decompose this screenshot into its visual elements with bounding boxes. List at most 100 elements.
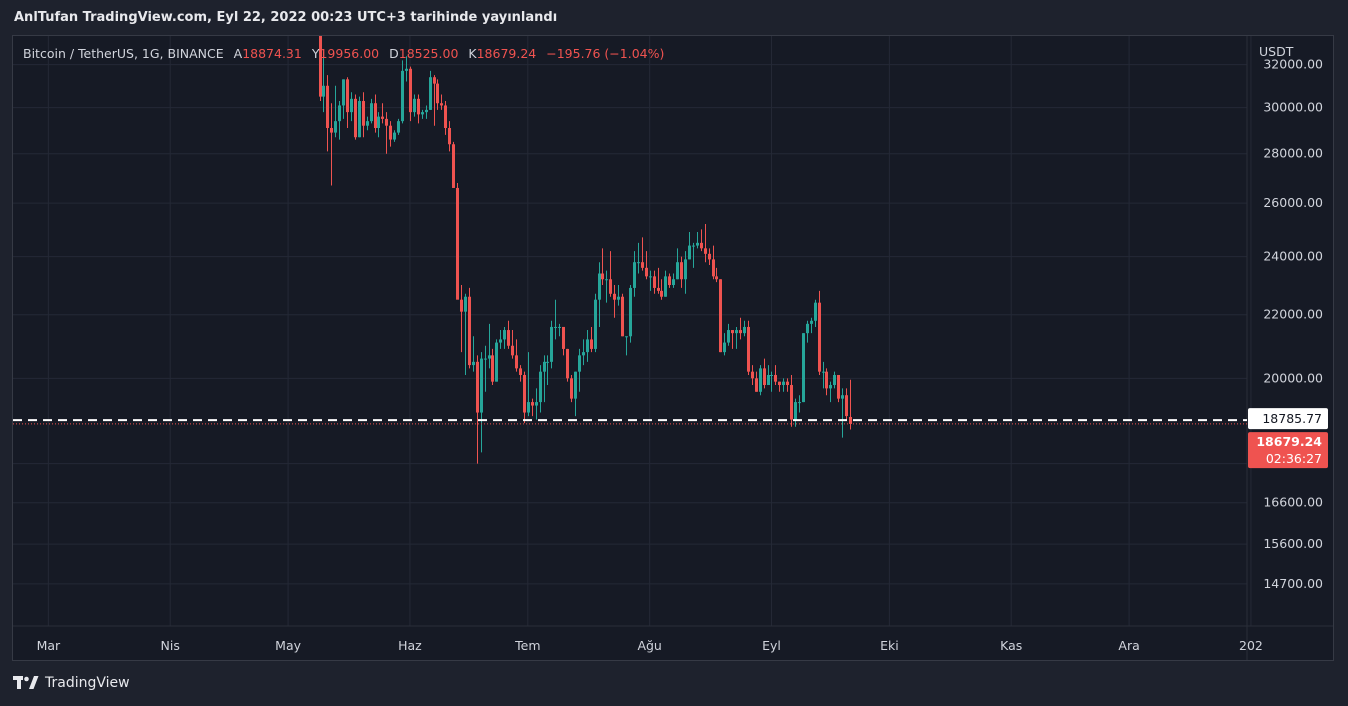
candle [433,75,436,126]
candle [637,242,640,274]
candle-body [531,402,534,406]
candle-body [460,299,463,312]
candle [319,36,322,102]
candle [326,75,329,152]
candlestick-chart[interactable]: 32000.00 30000.00 28000.00 26000.00 24000.00… [13,36,1333,660]
candle [511,330,514,359]
candle-body [550,326,553,362]
candle [739,317,742,340]
time-axis[interactable]: Mar Nis May Haz Tem Ağu Eyl Eki Kas Ara 202 [37,638,1263,653]
candle [456,182,459,300]
candle [448,121,451,152]
time-tick-label: Mar [37,638,61,653]
candle [751,365,754,386]
candle [802,333,805,403]
candle [735,326,738,349]
candle-body [342,79,345,106]
candle-body [417,98,420,115]
close-key: K [468,46,477,61]
candle [429,70,432,110]
time-tick-label: Haz [398,638,422,653]
low-key: D [389,46,399,61]
candle-body [605,279,608,281]
candle-body [814,302,817,321]
candle [468,287,471,369]
candle [440,94,443,110]
candle [401,60,404,124]
candle [767,365,770,386]
candle [531,398,534,417]
candle [546,355,549,386]
high-key: Y [311,46,320,61]
candle-body [570,378,573,399]
candle [598,262,601,327]
candle [503,326,506,349]
candle [385,112,388,154]
candle [539,365,542,413]
candle-body [641,262,644,268]
time-tick-label: Nis [161,638,180,653]
candle [566,348,569,382]
time-tick-label: May [275,638,301,653]
candle [370,98,373,124]
candle [629,285,632,343]
candle [794,398,797,427]
candle-body [660,290,663,297]
open-value: 18874.31 [242,46,302,61]
candle [696,232,699,249]
price-tick-label: 16600.00 [1263,495,1323,510]
candle-body [377,116,380,128]
time-tick-label: Ağu [637,638,661,653]
candle-body [374,103,377,128]
candle [543,355,546,403]
candle [617,285,620,306]
price-tick-label: 32000.00 [1263,57,1323,72]
candle-body [488,355,491,359]
candle [731,330,734,349]
candle-body [849,416,852,424]
candle-body [535,402,538,406]
time-tick-label: 202 [1239,638,1263,653]
candle [405,56,408,82]
candle-body [825,371,828,389]
candle-body [440,103,443,106]
candle [393,130,396,142]
candle-body [515,355,518,369]
candle-body [554,326,557,328]
last-price-label: 18679.24 [1256,434,1322,449]
candle [550,320,553,369]
candle-body [664,276,667,297]
candle-body [680,262,683,280]
candle-body [543,361,546,372]
candle-body [582,352,585,356]
chart-panel[interactable]: 32000.00 30000.00 28000.00 26000.00 24000.00… [12,35,1334,661]
candle-body [330,127,333,133]
candle-body [370,103,373,122]
candle-body [381,116,384,119]
candle [664,270,667,297]
candle [444,101,447,135]
candle-body [322,85,325,97]
candle-body [810,320,813,324]
symbol-name[interactable]: Bitcoin / TetherUS, 1G, BINANCE [23,46,224,61]
candle-body [617,296,620,300]
price-axis[interactable]: 32000.00 30000.00 28000.00 26000.00 24000.00… [1263,57,1323,591]
candle-body [598,273,601,300]
candle-body [456,187,459,300]
candle-body [594,299,597,349]
time-tick-label: Tem [514,638,540,653]
candle [719,279,722,353]
candle-body [546,361,549,363]
tradingview-logo[interactable]: TradingView [13,675,130,691]
candle [727,323,730,346]
candle-body [346,79,349,113]
candle [594,293,597,353]
candle [464,293,467,375]
candle [574,371,577,417]
candle-body [436,83,439,104]
candle [484,345,487,392]
candle-body [558,326,561,328]
candle [413,94,416,117]
candle-body [763,368,766,386]
candle-body [523,374,526,413]
